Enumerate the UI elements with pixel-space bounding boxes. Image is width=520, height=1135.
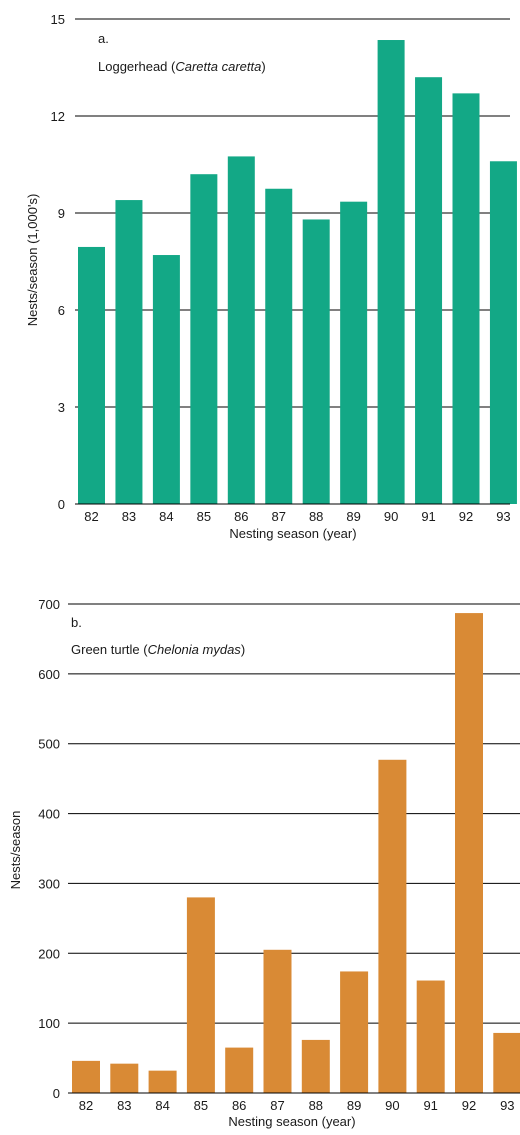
y-tick-label: 500 xyxy=(38,737,60,752)
x-axis-label: Nesting season (year) xyxy=(228,1114,355,1129)
x-tick-label: 82 xyxy=(79,1098,93,1113)
bar-92 xyxy=(455,613,483,1093)
x-tick-label: 83 xyxy=(122,509,136,524)
x-tick-label: 92 xyxy=(462,1098,476,1113)
y-axis-label: Nests/season xyxy=(8,811,23,890)
bar-85 xyxy=(186,897,215,1093)
bar-91 xyxy=(415,77,443,504)
x-tick-label: 92 xyxy=(459,509,473,524)
x-tick-label: 86 xyxy=(232,1098,246,1113)
y-tick-label: 9 xyxy=(58,206,65,221)
x-tick-label: 89 xyxy=(347,1098,361,1113)
y-tick-label: 3 xyxy=(58,400,65,415)
bar-87 xyxy=(263,949,292,1093)
bar-86 xyxy=(227,156,255,504)
panel-label: a. xyxy=(98,31,109,46)
x-tick-label: 83 xyxy=(117,1098,131,1113)
y-tick-label: 400 xyxy=(38,807,60,822)
y-tick-label: 15 xyxy=(51,12,65,27)
chart-green-turtle: 0 100 200 300 400 500 600 700 82 83 84 85 86 87 88 89 9… xyxy=(8,597,520,1129)
y-axis: 0 100 200 300 400 500 600 700 xyxy=(38,597,60,1101)
bar-83 xyxy=(110,1063,139,1093)
bars xyxy=(72,613,520,1093)
y-tick-label: 300 xyxy=(38,876,60,891)
x-tick-label: 90 xyxy=(384,509,398,524)
x-axis-label: Nesting season (year) xyxy=(229,526,356,541)
bar-85 xyxy=(190,174,218,504)
bar-91 xyxy=(416,980,445,1093)
bar-82 xyxy=(78,246,105,504)
y-tick-label: 200 xyxy=(38,946,60,961)
title-suffix: ) xyxy=(241,642,245,657)
y-axis: 0 3 6 9 12 15 xyxy=(51,12,65,512)
x-tick-label: 90 xyxy=(385,1098,399,1113)
panel-label: b. xyxy=(71,615,82,630)
chart-loggerhead: 0 3 6 9 12 15 82 83 84 85 86 87 88 89 90 91 92 93 a. Log… xyxy=(25,12,517,541)
y-tick-label: 700 xyxy=(38,597,60,612)
x-tick-label: 88 xyxy=(309,1098,323,1113)
x-tick-label: 89 xyxy=(346,509,360,524)
title-prefix: Green turtle ( xyxy=(71,642,148,657)
bar-82 xyxy=(72,1060,100,1093)
title-suffix: ) xyxy=(261,59,265,74)
x-tick-label: 87 xyxy=(272,509,286,524)
x-tick-label: 85 xyxy=(197,509,211,524)
bar-84 xyxy=(152,255,180,504)
y-tick-label: 0 xyxy=(58,497,65,512)
bar-86 xyxy=(225,1047,254,1093)
chart-title: Green turtle (Chelonia mydas) xyxy=(71,642,245,657)
bar-92 xyxy=(452,93,480,504)
bar-88 xyxy=(301,1039,330,1093)
y-tick-label: 100 xyxy=(38,1016,60,1031)
x-tick-label: 84 xyxy=(159,509,173,524)
x-tick-label: 87 xyxy=(270,1098,284,1113)
y-tick-label: 6 xyxy=(58,303,65,318)
bar-90 xyxy=(377,40,405,505)
x-tick-label: 82 xyxy=(84,509,98,524)
bars xyxy=(78,40,517,505)
grid-lines xyxy=(68,603,520,1024)
chart-title: Loggerhead (Caretta caretta) xyxy=(98,59,266,74)
x-tick-label: 88 xyxy=(309,509,323,524)
x-tick-label: 91 xyxy=(423,1098,437,1113)
y-axis-label: Nests/season (1,000's) xyxy=(25,194,40,327)
x-tick-labels: 82 83 84 85 86 87 88 89 90 91 92 93 xyxy=(84,509,510,524)
x-tick-label: 93 xyxy=(496,509,510,524)
bar-93 xyxy=(493,1032,520,1093)
y-tick-label: 0 xyxy=(53,1086,60,1101)
y-tick-label: 12 xyxy=(51,109,65,124)
title-species: Caretta caretta xyxy=(175,59,261,74)
bar-93 xyxy=(489,161,517,504)
title-species: Chelonia mydas xyxy=(148,642,242,657)
x-tick-label: 84 xyxy=(155,1098,169,1113)
y-tick-label: 600 xyxy=(38,667,60,682)
title-prefix: Loggerhead ( xyxy=(98,59,176,74)
bar-84 xyxy=(148,1070,177,1093)
x-tick-label: 91 xyxy=(421,509,435,524)
bar-89 xyxy=(340,971,369,1093)
x-tick-label: 86 xyxy=(234,509,248,524)
x-tick-label: 93 xyxy=(500,1098,514,1113)
bar-83 xyxy=(115,200,143,505)
bar-88 xyxy=(302,219,330,504)
bar-89 xyxy=(340,201,368,504)
x-tick-label: 85 xyxy=(194,1098,208,1113)
bar-90 xyxy=(378,759,407,1093)
bar-87 xyxy=(265,188,293,504)
x-tick-labels: 82 83 84 85 86 87 88 89 90 91 92 93 xyxy=(79,1098,515,1113)
